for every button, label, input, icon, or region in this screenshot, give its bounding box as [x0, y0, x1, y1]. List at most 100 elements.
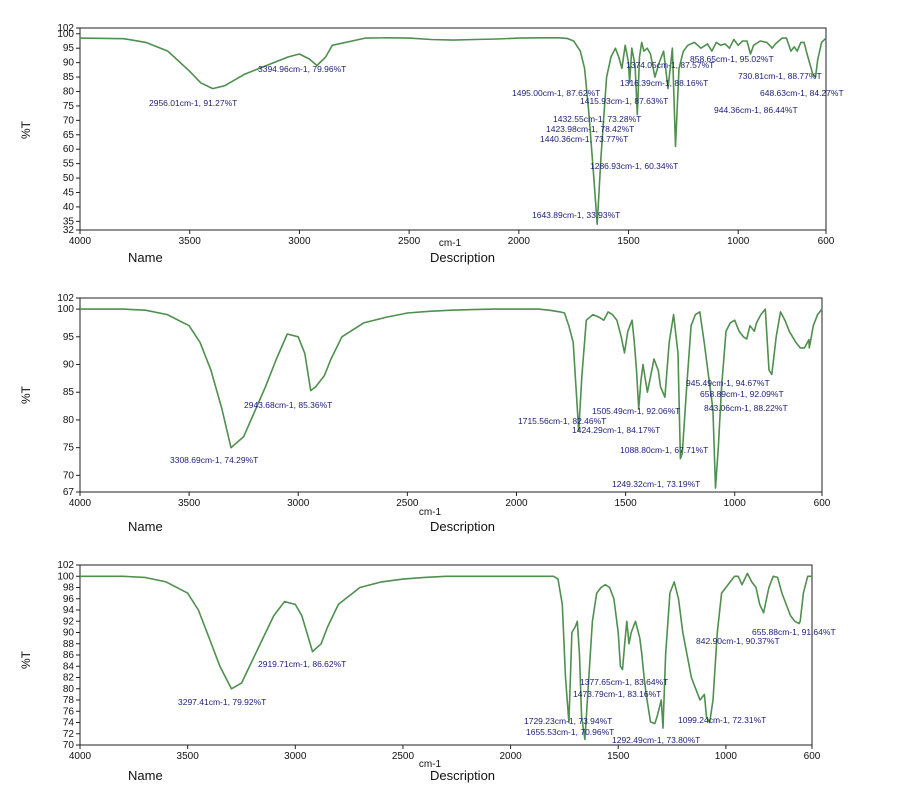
peak-annotation: 3308.69cm-1, 74.29%T: [170, 455, 258, 465]
y-tick-label: 60: [63, 144, 75, 155]
x-tick-label: 4000: [69, 751, 92, 762]
y-tick-label: 84: [63, 661, 75, 672]
y-tick-label: 102: [57, 23, 74, 34]
peak-annotation: 658.89cm-1, 92.09%T: [700, 389, 784, 399]
peak-annotation: 1729.23cm-1, 73.94%T: [524, 716, 612, 726]
peak-annotation: 1715.56cm-1, 82.46%T: [518, 416, 606, 426]
y-tick-label: 40: [63, 202, 75, 213]
y-tick-label: 32: [63, 225, 75, 236]
peak-annotation: 1505.49cm-1, 92.06%T: [592, 406, 680, 416]
peak-annotation: 842.90cm-1, 90.37%T: [696, 636, 780, 646]
peak-annotation: 1249.32cm-1, 73.19%T: [612, 479, 700, 489]
peak-annotation: 730.81cm-1, 88.77%T: [738, 71, 822, 81]
plot-frame-2: [79, 297, 823, 493]
y-tick-label: 90: [63, 58, 75, 69]
peak-annotation: 1415.93cm-1, 87.63%T: [580, 96, 668, 106]
footer-description-label: Description: [430, 768, 495, 783]
peak-annotation: 843.06cm-1, 88.22%T: [704, 403, 788, 413]
y-tick-label: 80: [63, 684, 75, 695]
plot-frame-1: [79, 27, 827, 231]
peak-annotation: 3297.41cm-1, 79.92%T: [178, 697, 266, 707]
x-tick-label: 2000: [499, 751, 522, 762]
y-tick-label: 76: [63, 706, 75, 717]
y-tick-label: 82: [63, 673, 75, 684]
x-tick-label: 1000: [727, 236, 750, 247]
x-tick-label: 600: [804, 751, 821, 762]
footer-description-label: Description: [430, 519, 495, 534]
x-tick-label: 3500: [178, 498, 201, 509]
y-tick-label: 75: [63, 443, 75, 454]
peak-annotation: 1655.53cm-1, 70.96%T: [526, 727, 614, 737]
footer-description-label: Description: [430, 250, 495, 265]
y-tick-label: 95: [63, 332, 75, 343]
peak-annotation: 1292.49cm-1, 73.80%T: [612, 735, 700, 745]
y-tick-label: 75: [63, 101, 75, 112]
footer-name-label: Name: [128, 768, 163, 783]
x-tick-label: 3500: [177, 751, 200, 762]
footer-name-label: Name: [128, 519, 163, 534]
peak-annotation: 1286.93cm-1, 60.34%T: [590, 161, 678, 171]
y-tick-label: 100: [57, 29, 74, 40]
x-axis-label: cm-1: [419, 759, 442, 770]
peak-annotation: 1088.80cm-1, 67.71%T: [620, 445, 708, 455]
x-tick-label: 1500: [614, 498, 637, 509]
x-tick-label: 2500: [396, 498, 419, 509]
y-tick-label: 80: [63, 415, 75, 426]
y-tick-label: 80: [63, 86, 75, 97]
x-tick-label: 2000: [505, 498, 528, 509]
y-tick-label: 55: [63, 159, 75, 170]
peak-annotation: 944.36cm-1, 86.44%T: [714, 105, 798, 115]
y-tick-label: 88: [63, 639, 75, 650]
y-tick-label: 95: [63, 43, 75, 54]
x-tick-label: 600: [814, 498, 831, 509]
x-tick-label: 2500: [392, 751, 415, 762]
peak-annotation: 1099.24cm-1, 72.31%T: [678, 715, 766, 725]
peak-annotation: 2943.68cm-1, 85.36%T: [244, 400, 332, 410]
y-tick-label: 45: [63, 187, 75, 198]
x-tick-label: 4000: [69, 498, 92, 509]
y-tick-label: 94: [63, 605, 75, 616]
spectrum-line-3: [80, 572, 812, 741]
x-tick-label: 3000: [288, 236, 311, 247]
y-tick-label: 70: [63, 740, 75, 751]
x-tick-label: 1500: [617, 236, 640, 247]
x-tick-label: 3000: [287, 498, 310, 509]
y-axis-label: %T: [19, 385, 33, 404]
x-tick-label: 2000: [508, 236, 531, 247]
peak-annotation: 858.65cm-1, 95.02%T: [690, 54, 774, 64]
x-tick-label: 1000: [724, 498, 747, 509]
x-tick-label: 3500: [179, 236, 202, 247]
peak-annotation: 655.88cm-1, 91.64%T: [752, 627, 836, 637]
x-tick-label: 4000: [69, 236, 92, 247]
y-tick-label: 102: [57, 560, 74, 571]
y-tick-label: 70: [63, 470, 75, 481]
y-tick-label: 85: [63, 387, 75, 398]
peak-annotation: 2956.01cm-1, 91.27%T: [149, 98, 237, 108]
x-tick-label: 3000: [284, 751, 307, 762]
peak-annotation: 1643.89cm-1, 33.93%T: [532, 210, 620, 220]
peak-annotation: 648.63cm-1, 84.27%T: [760, 88, 844, 98]
y-tick-label: 98: [63, 583, 75, 594]
y-tick-label: 100: [57, 304, 74, 315]
spectrum-line-2: [80, 308, 823, 489]
y-tick-label: 74: [63, 718, 75, 729]
y-tick-label: 78: [63, 695, 75, 706]
y-tick-label: 70: [63, 115, 75, 126]
peak-annotation: 945.49cm-1, 94.67%T: [686, 378, 770, 388]
y-tick-label: 85: [63, 72, 75, 83]
peak-annotation: 3394.96cm-1, 79.96%T: [258, 64, 346, 74]
y-axis-label: %T: [19, 120, 33, 139]
peak-annotation: 1374.05cm-1, 87.57%T: [626, 60, 714, 70]
y-tick-label: 96: [63, 594, 75, 605]
spectrum-line-1: [79, 36, 827, 225]
peak-annotation: 1423.98cm-1, 78.42%T: [546, 124, 634, 134]
x-tick-label: 2500: [398, 236, 421, 247]
peak-annotation: 1316.39cm-1, 88.16%T: [620, 78, 708, 88]
peak-annotation: 1424.29cm-1, 84.17%T: [572, 425, 660, 435]
x-tick-label: 1000: [715, 751, 738, 762]
x-axis-label: cm-1: [439, 238, 462, 249]
peak-annotation: 1432.55cm-1, 73.28%T: [553, 114, 641, 124]
y-tick-label: 35: [63, 216, 75, 227]
peak-annotation: 1440.36cm-1, 73.77%T: [540, 134, 628, 144]
